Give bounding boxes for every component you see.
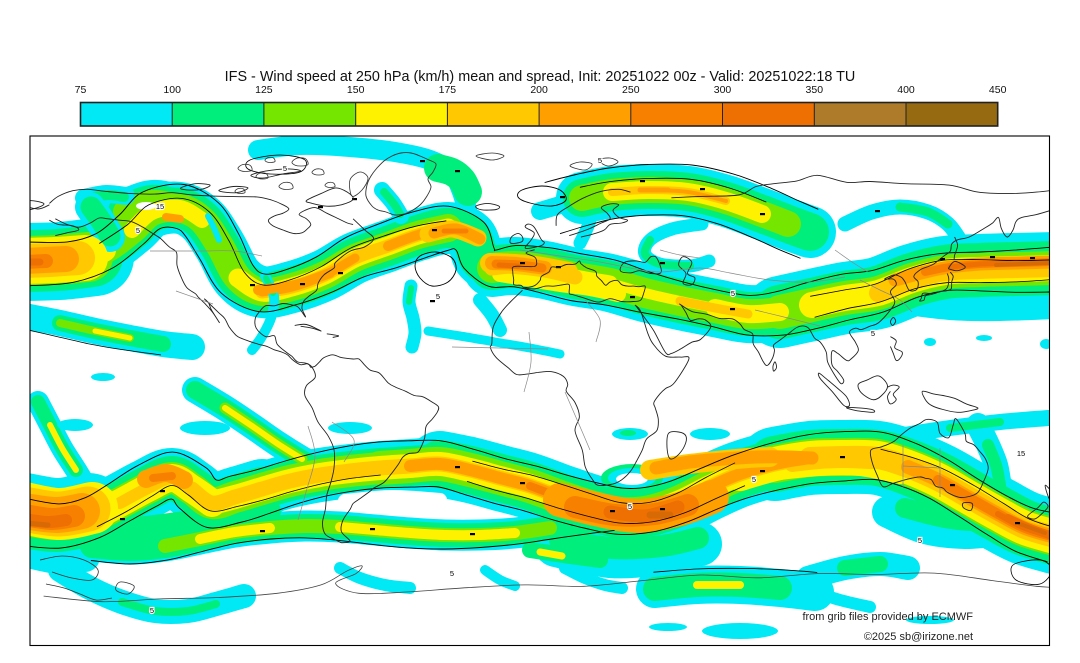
svg-text:5: 5 <box>918 536 922 545</box>
svg-text:5: 5 <box>628 502 632 511</box>
svg-text:300: 300 <box>714 84 732 96</box>
svg-text:IFS - Wind speed at 250 hPa (k: IFS - Wind speed at 250 hPa (km/h) mean … <box>225 69 856 85</box>
svg-text:75: 75 <box>75 84 87 96</box>
svg-text:5: 5 <box>731 289 735 298</box>
svg-text:175: 175 <box>439 84 457 96</box>
svg-text:15: 15 <box>1017 449 1025 458</box>
svg-text:5: 5 <box>436 292 440 301</box>
svg-text:125: 125 <box>255 84 273 96</box>
svg-text:200: 200 <box>530 84 548 96</box>
svg-text:©2025 sb@irizone.net: ©2025 sb@irizone.net <box>864 631 973 643</box>
svg-text:5: 5 <box>283 164 287 173</box>
svg-text:5: 5 <box>598 156 602 165</box>
svg-text:150: 150 <box>347 84 365 96</box>
svg-text:15: 15 <box>156 202 164 211</box>
svg-text:5: 5 <box>450 569 454 578</box>
svg-text:250: 250 <box>622 84 640 96</box>
svg-text:400: 400 <box>897 84 915 96</box>
svg-text:5: 5 <box>150 606 154 615</box>
svg-text:5: 5 <box>752 475 756 484</box>
svg-text:5: 5 <box>136 226 140 235</box>
svg-text:450: 450 <box>989 84 1007 96</box>
svg-text:350: 350 <box>806 84 824 96</box>
svg-text:from grib files provided by EC: from grib files provided by ECMWF <box>802 611 973 623</box>
svg-text:5: 5 <box>871 329 875 338</box>
svg-text:100: 100 <box>163 84 181 96</box>
